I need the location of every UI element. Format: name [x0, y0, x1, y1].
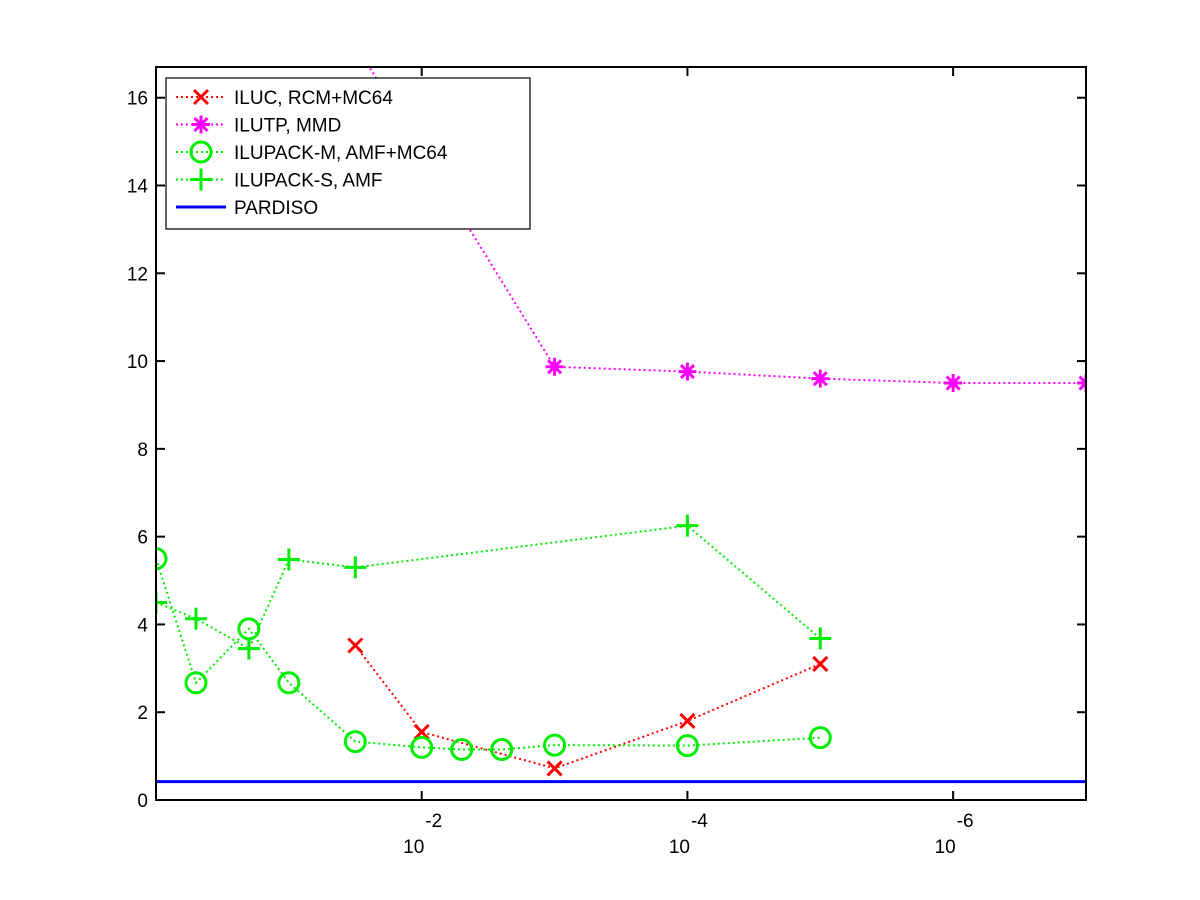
data-point: [944, 374, 963, 393]
data-point: [1077, 374, 1086, 393]
legend-marker: [192, 88, 210, 106]
data-point: [808, 726, 832, 750]
data-point: [410, 735, 434, 759]
data-series: [156, 67, 1086, 784]
data-point: [156, 547, 168, 571]
data-point: [184, 671, 208, 695]
x-tick-base: 10: [935, 837, 956, 858]
data-point: [343, 730, 367, 754]
legend-item: ILUPACK-M, AMF+MC64: [176, 140, 448, 164]
x-axis-ticks: -210-410-610: [403, 67, 974, 858]
x-tick-exponent: -2: [425, 811, 442, 832]
data-point: [184, 607, 207, 630]
y-tick-label: 10: [127, 352, 148, 373]
data-point: [344, 556, 367, 579]
data-point: [679, 712, 696, 730]
series-1: [368, 67, 1086, 393]
data-point: [347, 637, 364, 654]
series-line: [156, 558, 821, 751]
x-tick-exponent: -6: [957, 811, 974, 832]
legend-label: ILUTP, MMD: [234, 116, 341, 137]
data-point: [678, 362, 697, 381]
legend-item: PARDISO: [176, 198, 318, 219]
data-point: [809, 627, 832, 650]
legend-marker: [189, 140, 213, 164]
series-line: [368, 67, 1086, 384]
data-point: [156, 591, 167, 614]
legend-item: ILUTP, MMD: [176, 115, 341, 137]
series-3: [156, 514, 832, 660]
y-tick-label: 8: [137, 440, 148, 461]
y-tick-label: 12: [127, 264, 148, 285]
data-point: [546, 760, 563, 777]
legend-marker: [192, 115, 210, 134]
y-tick-label: 14: [127, 177, 149, 198]
legend-label: ILUPACK-M, AMF+MC64: [234, 143, 448, 164]
y-tick-label: 6: [137, 528, 148, 549]
x-tick-base: 10: [403, 837, 424, 858]
y-tick-label: 0: [137, 791, 148, 812]
data-point: [490, 738, 514, 762]
data-point: [277, 671, 301, 695]
series-0: [347, 637, 829, 777]
x-tick-base: 10: [669, 837, 690, 858]
x-tick-exponent: -4: [691, 811, 708, 832]
y-axis-ticks: 0 2 4 6 8 10 12 14 16: [127, 89, 1086, 812]
y-tick-label: 4: [137, 615, 148, 636]
legend: ILUC, RCM+MC64 ILUTP, MMD ILUPACK-M, AMF+M…: [165, 77, 531, 230]
legend-item: ILUC, RCM+MC64: [176, 88, 393, 109]
y-tick-label: 16: [127, 89, 148, 110]
data-point: [237, 637, 260, 660]
data-point: [413, 723, 430, 741]
data-point: [675, 734, 699, 758]
plot-frame: [155, 66, 1087, 801]
legend-label: PARDISO: [234, 198, 318, 219]
y-tick-label: 2: [137, 703, 148, 724]
data-point: [676, 514, 699, 537]
data-point: [450, 738, 474, 762]
legend-box: [165, 77, 531, 230]
legend-label: ILUPACK-S, AMF: [234, 171, 383, 192]
data-point: [543, 733, 567, 757]
legend-label: ILUC, RCM+MC64: [234, 88, 393, 109]
data-point: [277, 548, 300, 571]
legend-item: ILUPACK-S, AMF: [176, 168, 383, 192]
data-point: [545, 357, 564, 376]
legend-marker: [190, 168, 212, 191]
data-point: [812, 655, 829, 672]
data-point: [811, 369, 830, 388]
